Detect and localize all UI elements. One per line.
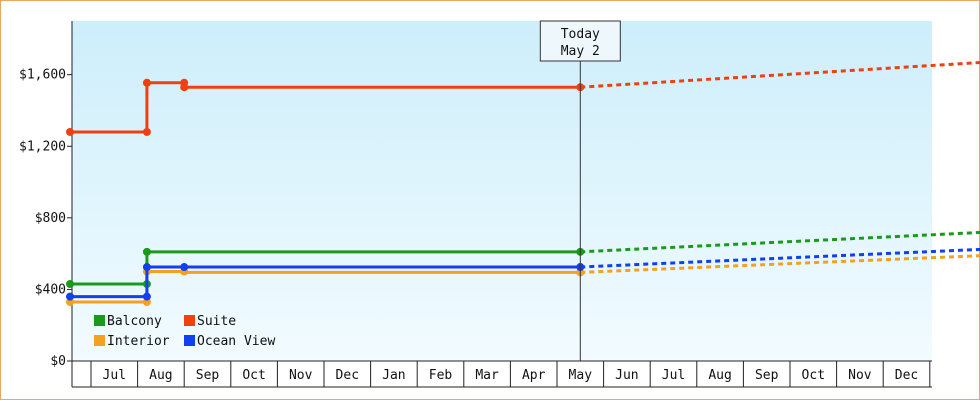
legend-item: Ocean View	[184, 334, 275, 349]
legend-label: Balcony	[107, 314, 162, 329]
y-tick-label: $400	[35, 282, 66, 297]
x-tick-label: Mar	[475, 368, 499, 383]
x-tick-label: Apr	[522, 368, 546, 383]
x-tick-label: Aug	[708, 368, 731, 383]
legend-label: Interior	[107, 334, 170, 349]
today-date: May 2	[561, 44, 600, 59]
today-label: Today	[561, 27, 600, 42]
y-tick-label: $1,200	[19, 139, 66, 154]
x-tick-label: Dec	[895, 368, 918, 383]
legend-label: Ocean View	[197, 334, 275, 349]
axes: $0 $400 $800 $1,200 $1,600 Jul Aug Sep Oct Nov Dec…	[19, 21, 932, 388]
today-marker: Today May 2	[539, 20, 621, 361]
x-tick-label: Jan	[382, 368, 405, 383]
data-point	[142, 78, 151, 87]
data-point	[142, 292, 151, 301]
data-point	[66, 280, 75, 289]
series-line	[70, 81, 581, 134]
x-tick-label: Oct	[802, 368, 825, 383]
x-tick-label: Jul	[103, 368, 126, 383]
series-projection-line	[580, 230, 980, 254]
series-line	[70, 270, 581, 304]
x-tick-label: Nov	[289, 368, 313, 383]
legend-item: Balcony	[94, 314, 162, 329]
series-projection-line	[580, 61, 980, 89]
x-tick-label: Jun	[615, 368, 638, 383]
x-tick-label: Jul	[662, 368, 685, 383]
data-point	[142, 247, 151, 256]
legend-item: Interior	[94, 334, 170, 349]
plot-background	[72, 21, 932, 361]
data-point	[180, 83, 189, 92]
x-tick-label: Oct	[242, 368, 265, 383]
x-tick-label: Sep	[196, 368, 220, 383]
series-line	[70, 265, 581, 299]
legend-swatch	[94, 315, 105, 326]
x-tick-label: Nov	[848, 368, 872, 383]
x-tick-label: Aug	[149, 368, 172, 383]
x-tick-label: May	[569, 368, 593, 383]
data-point	[142, 263, 151, 272]
data-point	[180, 263, 189, 272]
legend-swatch	[184, 335, 195, 346]
series-ocean-view	[66, 247, 980, 301]
series-layer	[66, 61, 980, 306]
legend-label: Suite	[197, 314, 236, 329]
y-tick-label: $800	[35, 211, 66, 226]
legend-item: Suite	[184, 314, 236, 329]
x-tick-label: Feb	[429, 368, 453, 383]
today-box	[539, 20, 621, 62]
x-tick-label: Sep	[755, 368, 779, 383]
y-tick-label: $1,600	[19, 68, 66, 83]
data-point	[66, 127, 75, 136]
series-projection-line	[580, 254, 980, 274]
series-projection-line	[580, 247, 980, 269]
data-point	[66, 292, 75, 301]
data-point	[142, 127, 151, 136]
legend-swatch	[94, 335, 105, 346]
legend: Balcony Suite Interior Ocean View	[94, 314, 275, 349]
x-tick-label: Dec	[336, 368, 359, 383]
legend-swatch	[184, 315, 195, 326]
y-tick-label: $0	[50, 354, 66, 369]
